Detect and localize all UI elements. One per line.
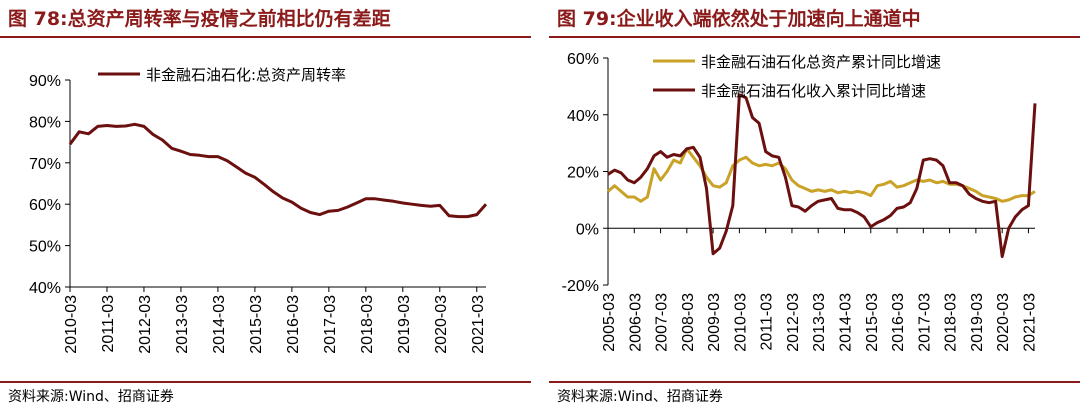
x-tick-label: 2016-03 (890, 293, 907, 352)
y-tick-label: 0% (576, 221, 599, 238)
title-rule-left (0, 36, 531, 38)
x-tick-label: 2013-03 (174, 295, 191, 354)
x-tick-label: 2021-03 (1021, 293, 1038, 352)
source-rule-left (0, 381, 531, 383)
x-tick-label: 2010-03 (63, 295, 80, 354)
x-tick-label: 2019-03 (396, 295, 413, 354)
x-tick-label: 2005-03 (601, 293, 618, 352)
x-tick-label: 2014-03 (211, 295, 228, 354)
x-tick-label: 2017-03 (916, 293, 933, 352)
chart-title-left: 图 78:总资产周转率与疫情之前相比仍有差距 (8, 8, 391, 30)
chart-panel-left: 图 78:总资产周转率与疫情之前相比仍有差距 90% 80% 70% 60% 50% 40… (0, 0, 531, 412)
x-tick-label: 2007-03 (654, 293, 671, 352)
source-note-right: 资料来源:Wind、招商证券 (557, 389, 723, 405)
y-tick-label: 70% (29, 156, 61, 173)
y-tick-label: 20% (567, 165, 599, 182)
y-tick-label: -20% (562, 278, 599, 295)
y-tick-label: 60% (567, 51, 599, 68)
legend-label-right-1: 非金融石油石化收入累计同比增速 (701, 82, 926, 100)
y-tick-label: 40% (567, 108, 599, 125)
y-tick-label: 60% (29, 197, 61, 214)
x-tick-label: 2006-03 (627, 293, 644, 352)
x-tick-label: 2020-03 (433, 295, 450, 354)
line-chart-right: 60% 40% 20% 0% -20%2005-03 2006-03 2007-03 2008… (562, 51, 1039, 352)
x-tick-label: 2010-03 (732, 293, 749, 352)
x-tick-label: 2017-03 (322, 295, 339, 354)
y-tick-label: 90% (29, 73, 61, 90)
y-tick-label: 40% (29, 280, 61, 297)
legend-label-left-0: 非金融石油石化:总资产周转率 (146, 66, 346, 84)
y-tick-label: 80% (29, 114, 61, 131)
x-tick-label: 2012-03 (137, 295, 154, 354)
chart-title-right: 图 79:企业收入端依然处于加速向上通道中 (557, 8, 921, 30)
line-chart-left: 90% 80% 70% 60% 50% 40%2010-03 2011-03 2012-03 2… (29, 66, 488, 354)
x-tick-label: 2018-03 (359, 295, 376, 354)
x-tick-label: 2019-03 (969, 293, 986, 352)
chart-panel-right: 图 79:企业收入端依然处于加速向上通道中 60% 40% 20% 0% -20% 200… (549, 0, 1080, 412)
x-tick-label: 2020-03 (995, 293, 1012, 352)
x-tick-label: 2016-03 (285, 295, 302, 354)
x-tick-label: 2015-03 (248, 295, 265, 354)
series-line-right-1 (607, 93, 1037, 259)
title-rule-right (549, 36, 1080, 38)
x-tick-label: 2021-03 (470, 295, 487, 354)
x-tick-label: 2013-03 (811, 293, 828, 352)
x-tick-label: 2015-03 (864, 293, 881, 352)
x-tick-label: 2012-03 (785, 293, 802, 352)
x-tick-label: 2018-03 (943, 293, 960, 352)
x-tick-label: 2011-03 (100, 295, 117, 353)
source-rule-right (549, 381, 1080, 383)
legend-label-right-0: 非金融石油石化总资产累计同比增速 (701, 53, 941, 71)
y-tick-label: 50% (29, 239, 61, 256)
x-tick-label: 2008-03 (680, 293, 697, 352)
series-line-left-0 (68, 122, 488, 219)
x-tick-label: 2011-03 (759, 293, 776, 351)
source-note-left: 资料来源:Wind、招商证券 (8, 389, 174, 405)
x-tick-label: 2014-03 (837, 293, 854, 352)
x-tick-label: 2009-03 (706, 293, 723, 352)
